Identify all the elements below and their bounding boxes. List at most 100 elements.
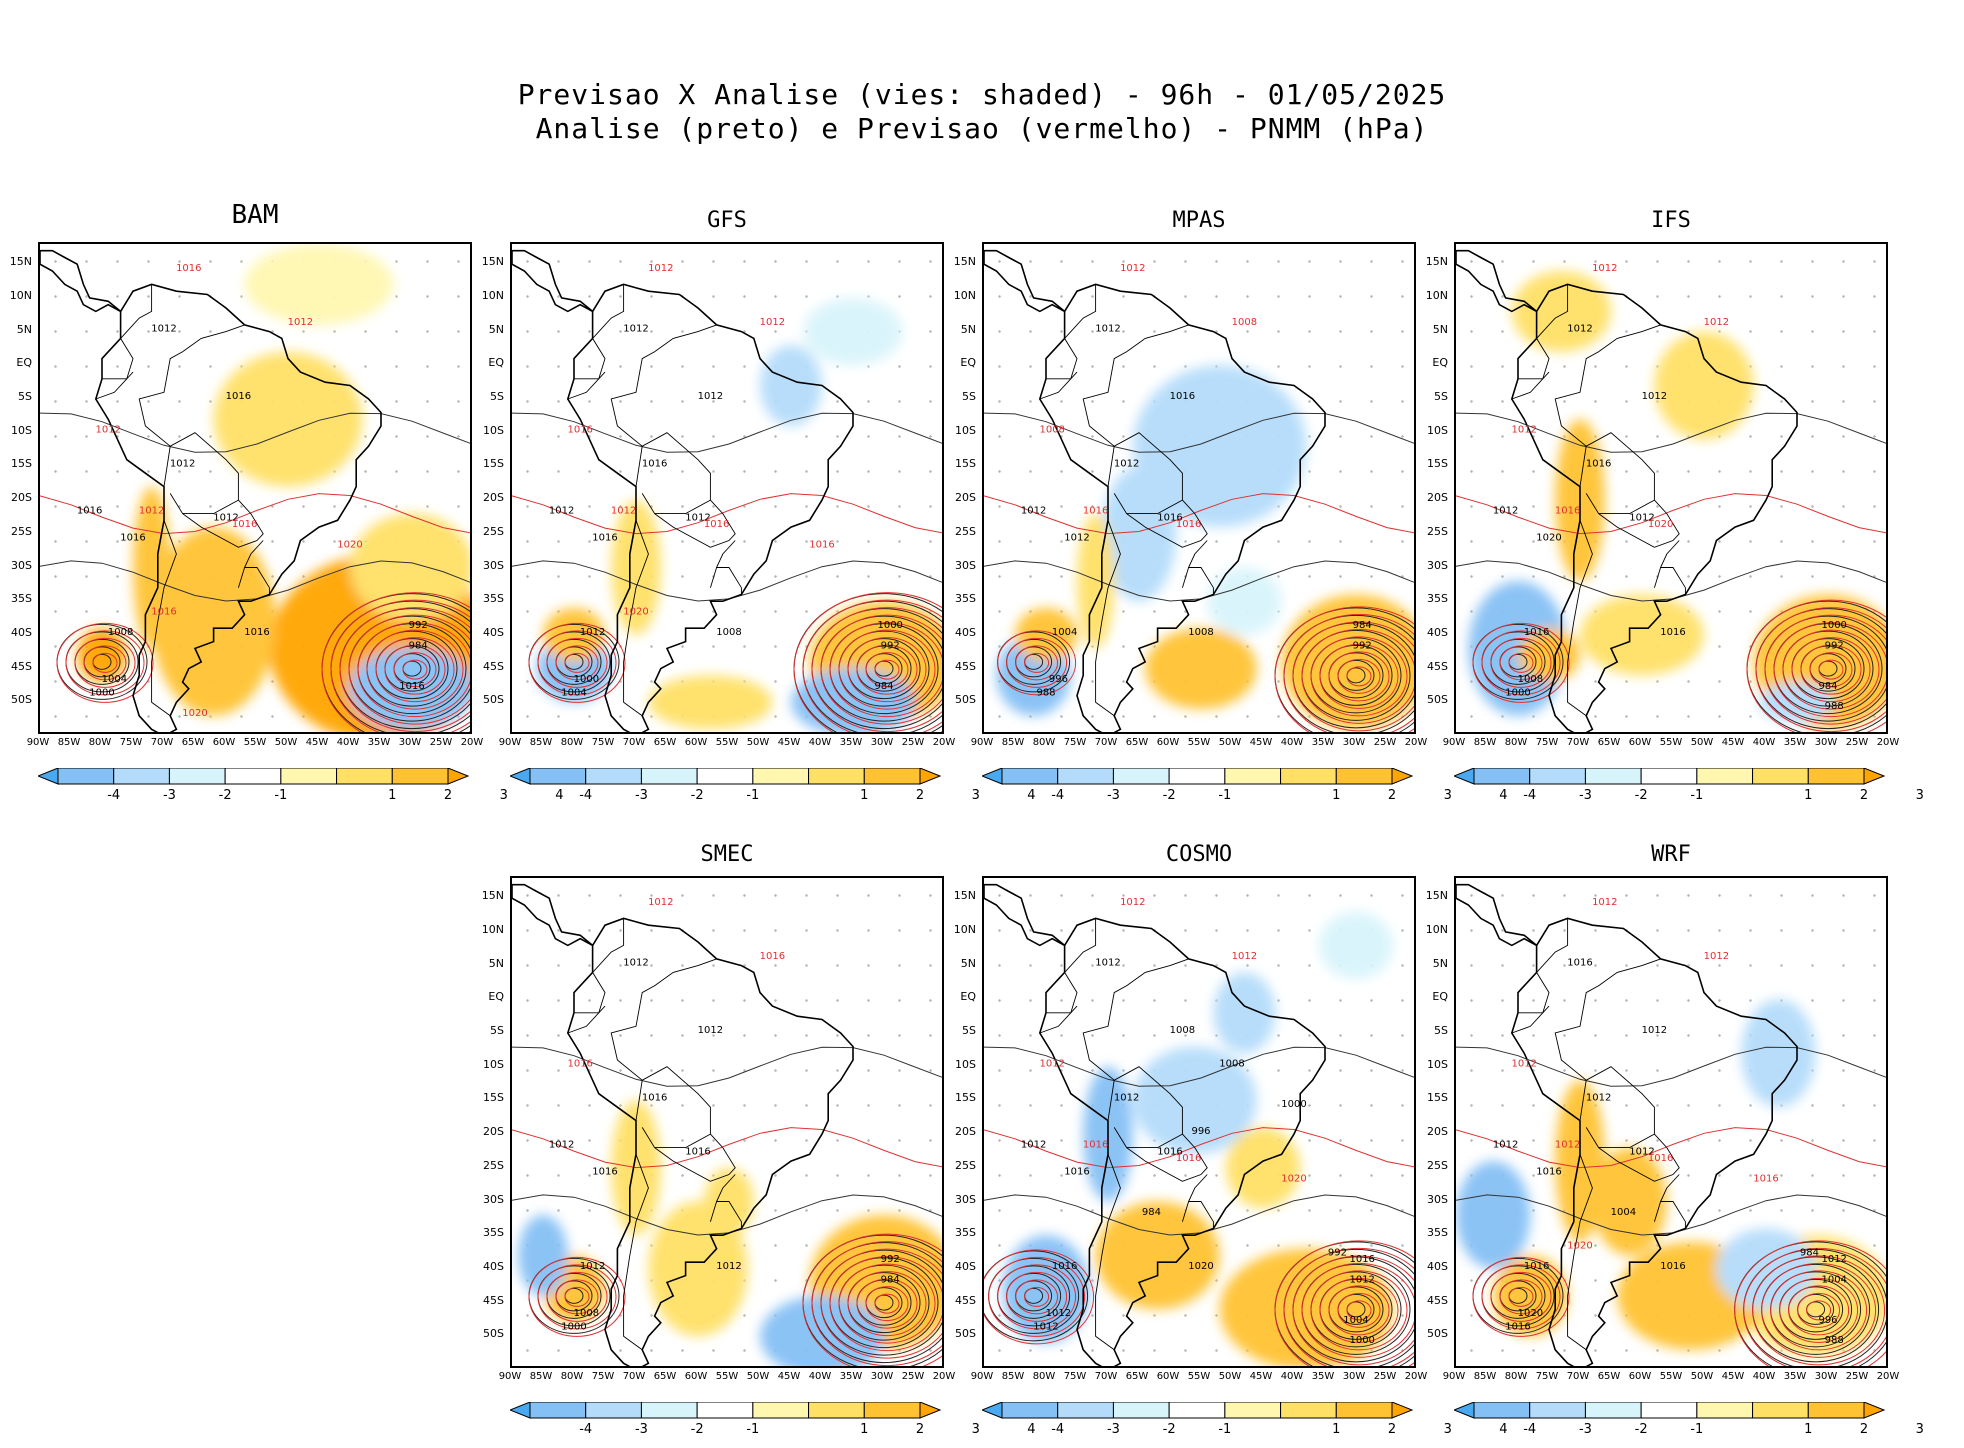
bias-shading	[648, 675, 773, 730]
country-border	[716, 1174, 736, 1202]
isobar-label-analysis: 1012	[1642, 1025, 1667, 1036]
isobar-label-forecast: 1020	[623, 607, 648, 618]
lat-tick-label: EQ	[488, 356, 504, 370]
isobar-forecast	[1779, 1277, 1859, 1343]
lon-tick-label: 50W	[1690, 1371, 1714, 1382]
panel-title: GFS	[707, 208, 747, 233]
lat-tick-label: 15N	[1425, 889, 1448, 903]
map-frame: 1016 1012 1016 1012 1012 1016 1016 1008 1004 1000…	[38, 242, 472, 734]
lat-tick-label: 5N	[1432, 956, 1448, 970]
bias-shading	[791, 668, 915, 732]
lon-tick-label: 90W	[970, 1371, 994, 1382]
lon-tick-label: 70W	[1094, 737, 1118, 748]
panel-cosmo: COSMO 1012 1012 1008 1012 1016 1016 1020 1016 101…	[954, 842, 1508, 1448]
colorbar	[1452, 1401, 1886, 1419]
isobar-label-analysis: 1008	[1170, 1025, 1195, 1036]
isobar-label-forecast: 1012	[1704, 317, 1729, 328]
panel-smec: SMEC 1012 1012 1012 1016 1016 1016 1012 1012 1008…	[482, 842, 1036, 1448]
isobar-line	[984, 412, 1414, 453]
isobar-forecast	[847, 1271, 927, 1337]
isobar-forecast	[802, 1233, 942, 1366]
colorbar-tick-label: -3	[1578, 788, 1592, 803]
south-america-outline	[566, 283, 854, 732]
isobar-forecast	[811, 607, 942, 732]
panel-ifs: IFS 1012 1012 1012 1016 1012 1020 1016 1016 1008 1…	[1426, 208, 1924, 814]
country-border	[709, 1201, 742, 1229]
isobar-label-analysis: 1016	[1586, 458, 1611, 469]
isobar-forecast	[1006, 1271, 1068, 1322]
colorbar-tick-label: -3	[634, 1422, 648, 1437]
lat-tick-label: 35S	[483, 592, 504, 606]
colorbar-tick-label: 2	[915, 1422, 925, 1437]
colorbar-tick-label: -2	[690, 1422, 704, 1437]
colorbar-segment	[1168, 1401, 1226, 1419]
colorbar-arrow-high	[1863, 767, 1886, 785]
isobar-label-analysis: 1004	[1611, 1207, 1636, 1218]
lat-tick-label: 30S	[1427, 1192, 1448, 1206]
lon-tick-label: 70W	[150, 737, 174, 748]
lat-tick-label: EQ	[16, 356, 32, 370]
bias-shading	[1493, 1255, 1568, 1337]
bias-shading	[518, 1214, 568, 1296]
bias-shading	[760, 345, 822, 426]
panel-gfs: GFS 1012 1012 1012 1016 1012 1016 1008 1012 1000 1…	[482, 208, 1036, 814]
central-america-outline	[512, 249, 594, 313]
lat-tick-label: 15N	[1425, 255, 1448, 269]
country-border	[1095, 520, 1121, 717]
lon-tick-label: 60W	[1156, 1371, 1180, 1382]
isobar-forecast	[820, 614, 942, 725]
isobar-label-forecast: 1016	[1753, 1173, 1778, 1184]
panel-wrf: WRF 1012 1016 1012 1012 1012 1016 1016 1016 1020 1…	[1426, 842, 1924, 1448]
isobar-label-analysis: 1012	[1493, 1140, 1518, 1151]
colorbar-tick-label: 3	[971, 788, 980, 803]
isobar-forecast	[564, 652, 590, 673]
isobar-label-analysis: 1008	[574, 1308, 599, 1319]
isobar-label-analysis: 1016	[1660, 1261, 1685, 1272]
lon-tick-label: 55W	[715, 737, 739, 748]
lon-tick-label: 80W	[1504, 1371, 1528, 1382]
colorbar-container: -4 -3 -2 -1 1 2 3 4	[508, 1401, 1036, 1446]
colorbar	[36, 767, 470, 785]
lon-tick-label: 55W	[243, 737, 267, 748]
isobar-forecast	[1024, 652, 1050, 673]
isobar-label-analysis: 1008	[1188, 627, 1213, 638]
isobar-label-analysis: 1020	[1188, 1261, 1213, 1272]
bias-shading	[1207, 567, 1282, 635]
lon-tick-label: 35W	[839, 737, 863, 748]
bias-shading	[1077, 513, 1115, 649]
colorbar-arrow-high	[919, 1401, 942, 1419]
isobar-label-analysis: 996	[1818, 1315, 1837, 1326]
isobar-forecast	[1481, 1264, 1561, 1330]
bias-shading	[213, 351, 363, 487]
isobar-forecast	[1472, 1256, 1570, 1337]
lat-tick-label: 5N	[960, 322, 976, 336]
map-canvas: 1012 1012 1012 1016 1016 1016 1012 1012 1008 1000…	[512, 883, 942, 1366]
colorbar-tick-label: 4	[555, 788, 564, 803]
lat-tick-label: 5S	[490, 1024, 504, 1037]
lat-tick-label: 25S	[483, 524, 504, 538]
lat-tick-label: 10S	[1427, 1057, 1448, 1071]
colorbar-tick-label: 2	[443, 788, 453, 803]
lon-tick-label: 60W	[684, 1371, 708, 1382]
colorbar-segment	[1640, 767, 1698, 785]
isobar-forecast	[997, 1264, 1077, 1330]
isobar-label-analysis: 1016	[1660, 627, 1685, 638]
lon-tick-label: 55W	[1187, 1371, 1211, 1382]
isobar-forecast	[1508, 652, 1534, 673]
country-border	[635, 1066, 711, 1149]
bias-shading	[1654, 331, 1754, 440]
country-border	[623, 1154, 649, 1351]
country-border	[709, 567, 742, 595]
isobar-forecast	[1746, 599, 1886, 732]
isobar-forecast	[83, 645, 127, 681]
lon-tick-label: 40W	[1752, 737, 1776, 748]
isobar-forecast	[820, 1248, 942, 1359]
isobar-label-analysis: 1012	[1095, 958, 1120, 969]
lon-tick-label: 40W	[808, 737, 832, 748]
colorbar-segment	[808, 1401, 865, 1419]
bias-shading	[1219, 1248, 1394, 1366]
colorbar	[508, 767, 942, 785]
isobar-forecast	[1490, 637, 1552, 688]
isobar-forecast	[984, 1249, 1095, 1345]
country-border	[1660, 1174, 1680, 1202]
